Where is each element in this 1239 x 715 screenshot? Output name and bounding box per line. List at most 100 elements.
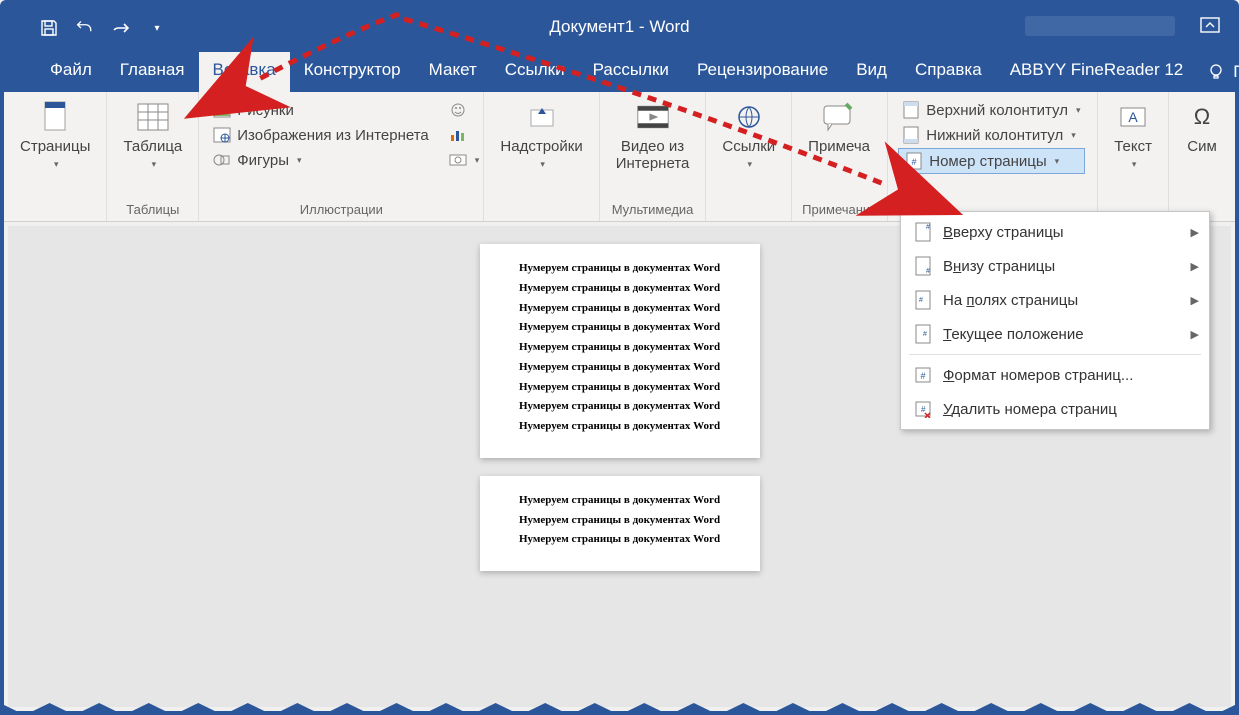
document-page-1: Нумеруем страницы в документах Word Нумер… <box>480 244 760 458</box>
menu-bottom-label: Внизу страницы <box>943 258 1055 275</box>
tell-me[interactable]: Помощн <box>1197 52 1239 92</box>
pictures-icon <box>213 101 231 119</box>
ribbon-tabs: Файл Главная Вставка Конструктор Макет С… <box>4 52 1235 92</box>
screenshot-button[interactable] <box>445 148 484 172</box>
pagenum-icon: # <box>905 152 923 170</box>
submenu-arrow-icon: ▶ <box>1191 260 1199 273</box>
tab-abbyy[interactable]: ABBYY FineReader 12 <box>996 52 1198 92</box>
group-symbols: Ω Сим <box>1169 92 1235 221</box>
table-icon <box>136 100 170 134</box>
shapes-button[interactable]: Фигуры <box>209 148 432 172</box>
page-number-button[interactable]: # Номер страницы <box>898 148 1084 174</box>
icons-button[interactable] <box>445 98 484 122</box>
tab-file[interactable]: Файл <box>36 52 106 92</box>
redo-icon[interactable] <box>112 19 130 37</box>
doc-paragraph: Нумеруем страницы в документах Word <box>502 494 738 508</box>
submenu-arrow-icon: ▶ <box>1191 226 1199 239</box>
online-pictures-icon <box>213 126 231 144</box>
symbol-icon: Ω <box>1185 100 1219 134</box>
links-button[interactable]: Ссылки <box>716 96 781 174</box>
menu-format-page-numbers[interactable]: # Формат номеров страниц... <box>901 358 1209 392</box>
group-addins-label <box>494 199 588 221</box>
svg-text:#: # <box>926 224 930 231</box>
group-links: Ссылки <box>706 92 792 221</box>
doc-paragraph: Нумеруем страницы в документах Word <box>502 302 738 316</box>
group-tables-label: Таблицы <box>117 199 188 221</box>
pictures-button[interactable]: Рисунки <box>209 98 432 122</box>
tab-view[interactable]: Вид <box>842 52 901 92</box>
tab-help[interactable]: Справка <box>901 52 996 92</box>
pagenum-label: Номер страницы <box>929 153 1046 170</box>
menu-current-position[interactable]: # Текущее положение ▶ <box>901 317 1209 351</box>
icons-icon <box>449 101 467 119</box>
svg-text:A: A <box>1128 109 1138 125</box>
svg-text:#: # <box>919 297 923 304</box>
svg-text:#: # <box>921 405 926 414</box>
doc-paragraph: Нумеруем страницы в документах Word <box>502 514 738 528</box>
textbox-icon: A <box>1116 100 1150 134</box>
header-icon <box>902 101 920 119</box>
menu-top-of-page[interactable]: # Вверху страницы ▶ <box>901 215 1209 249</box>
screenshot-icon <box>449 151 467 169</box>
menu-remove-page-numbers[interactable]: # Удалить номера страниц <box>901 392 1209 426</box>
online-pictures-button[interactable]: Изображения из Интернета <box>209 123 432 147</box>
group-links-label <box>716 199 781 221</box>
menu-bottom-of-page[interactable]: # Внизу страницы ▶ <box>901 249 1209 283</box>
doc-paragraph: Нумеруем страницы в документах Word <box>502 282 738 296</box>
pagenum-current-icon: # <box>913 324 933 344</box>
menu-separator <box>909 354 1201 355</box>
menu-remove-label: Удалить номера страниц <box>943 401 1117 418</box>
group-media-label: Мультимедиа <box>610 199 696 221</box>
tab-insert[interactable]: Вставка <box>199 52 290 92</box>
chart-button[interactable] <box>445 123 484 147</box>
addins-label: Надстройки <box>500 138 582 155</box>
online-video-button[interactable]: Видео из Интернета <box>610 96 696 177</box>
doc-paragraph: Нумеруем страницы в документах Word <box>502 381 738 395</box>
group-comments-label: Примечания <box>802 199 877 221</box>
table-button[interactable]: Таблица <box>117 96 188 174</box>
titlebar: ▾ Документ1 - Word <box>4 4 1235 52</box>
header-button[interactable]: Верхний колонтитул <box>898 98 1084 122</box>
group-pages-label <box>14 199 96 221</box>
pagenum-bottom-icon: # <box>913 256 933 276</box>
group-media: Видео из Интернета Мультимедиа <box>600 92 707 221</box>
tab-design[interactable]: Конструктор <box>290 52 415 92</box>
link-icon <box>732 100 766 134</box>
footer-button[interactable]: Нижний колонтитул <box>898 123 1084 147</box>
comment-button[interactable]: Примеча <box>802 96 876 159</box>
doc-paragraph: Нумеруем страницы в документах Word <box>502 533 738 547</box>
chart-icon <box>449 126 467 144</box>
doc-paragraph: Нумеруем страницы в документах Word <box>502 361 738 375</box>
symbols-label: Сим <box>1187 138 1217 155</box>
group-pages: Страницы <box>4 92 107 221</box>
pages-button[interactable]: Страницы <box>14 96 96 174</box>
footer-icon <box>902 126 920 144</box>
group-addins: Надстройки <box>484 92 599 221</box>
tab-home[interactable]: Главная <box>106 52 199 92</box>
remove-icon: # <box>913 399 933 419</box>
menu-page-margins[interactable]: # На полях страницы ▶ <box>901 283 1209 317</box>
group-illustrations: Рисунки Изображения из Интернета Фигуры … <box>199 92 484 221</box>
tab-review[interactable]: Рецензирование <box>683 52 842 92</box>
group-comments: Примеча Примечания <box>792 92 888 221</box>
qat-more-icon[interactable]: ▾ <box>148 19 166 37</box>
tab-references[interactable]: Ссылки <box>491 52 579 92</box>
tab-mailings[interactable]: Рассылки <box>579 52 683 92</box>
textbox-label: Текст <box>1114 138 1152 155</box>
video-label: Видео из Интернета <box>616 138 690 173</box>
textbox-button[interactable]: A Текст <box>1108 96 1158 174</box>
tab-layout[interactable]: Макет <box>415 52 491 92</box>
doc-paragraph: Нумеруем страницы в документах Word <box>502 400 738 414</box>
group-header-footer: Верхний колонтитул Нижний колонтитул # Н… <box>888 92 1098 221</box>
video-icon <box>636 100 670 134</box>
quick-access-toolbar: ▾ <box>4 19 166 37</box>
comment-label: Примеча <box>808 138 870 155</box>
symbols-button[interactable]: Ω Сим <box>1179 96 1225 159</box>
ribbon-display-icon[interactable] <box>1200 17 1220 36</box>
menu-top-label: Вверху страницы <box>943 224 1064 241</box>
header-label: Верхний колонтитул <box>926 102 1068 119</box>
comment-icon <box>822 100 856 134</box>
undo-icon[interactable] <box>76 19 94 37</box>
save-icon[interactable] <box>40 19 58 37</box>
addins-button[interactable]: Надстройки <box>494 96 588 174</box>
